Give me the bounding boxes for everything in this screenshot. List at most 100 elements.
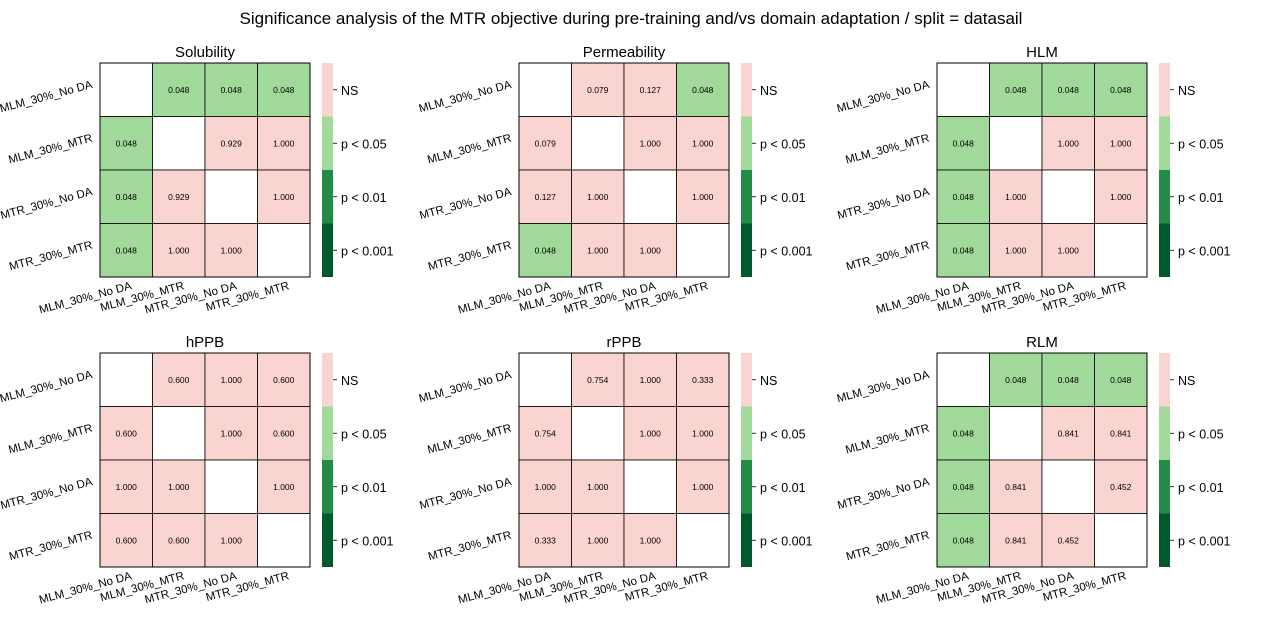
row-tick-label: MTR_30%_MTR bbox=[845, 530, 931, 564]
diagonal-cell bbox=[204, 169, 258, 224]
heatmap-cell bbox=[676, 169, 730, 224]
row-tick-label: MTR_30%_No DA bbox=[418, 186, 513, 222]
cell-value-label: 0.048 bbox=[1005, 375, 1027, 385]
row-tick-label: MTR_30%_No DA bbox=[836, 476, 931, 512]
heatmap-cell bbox=[1041, 116, 1095, 171]
legend-label: p < 0.01 bbox=[1178, 191, 1224, 205]
panel-title: hPPB bbox=[186, 334, 224, 351]
heatmap-cell bbox=[623, 223, 677, 278]
heatmap-frame bbox=[518, 352, 730, 568]
panel-title: Permeability bbox=[583, 44, 666, 61]
cell-value-label: 1.000 bbox=[1110, 138, 1132, 148]
cell-value-label: 1.000 bbox=[587, 245, 609, 255]
legend-label: p < 0.01 bbox=[760, 481, 806, 495]
cell-value-label: 0.333 bbox=[692, 375, 714, 385]
legend-label: NS bbox=[341, 84, 358, 98]
legend-label: p < 0.001 bbox=[1178, 534, 1231, 548]
cell-value-label: 0.841 bbox=[1058, 428, 1080, 438]
legend-label: p < 0.001 bbox=[760, 534, 813, 548]
row-tick-label: MLM_30%_No DA bbox=[836, 79, 931, 115]
legend-label: p < 0.01 bbox=[760, 191, 806, 205]
heatmap-panel: rPPB 0.754 1.000 0.333 0.754 1.000 1.000 1.000 1… bbox=[418, 334, 813, 607]
cell-value-label: 0.079 bbox=[535, 138, 557, 148]
cell-value-label: 0.841 bbox=[1005, 482, 1027, 492]
row-tick-label: MLM_30%_No DA bbox=[0, 369, 94, 405]
legend-swatch bbox=[1159, 406, 1170, 460]
row-tick-label: MLM_30%_No DA bbox=[836, 369, 931, 405]
heatmap-cell bbox=[1094, 169, 1148, 224]
row-tick-label: MTR_30%_MTR bbox=[845, 240, 931, 274]
heatmap-cell bbox=[257, 169, 311, 224]
row-tick-label: MLM_30%_MTR bbox=[7, 423, 93, 457]
row-tick-label: MLM_30%_MTR bbox=[426, 133, 512, 167]
cell-value-label: 0.048 bbox=[953, 192, 975, 202]
heatmap-cell bbox=[623, 406, 677, 461]
heatmap-cell bbox=[1094, 116, 1148, 171]
legend-swatch bbox=[1159, 223, 1170, 277]
cell-value-label: 0.841 bbox=[1005, 535, 1027, 545]
legend-swatch bbox=[322, 116, 333, 170]
cell-value-label: 0.929 bbox=[168, 192, 190, 202]
heatmap-cell bbox=[204, 406, 258, 461]
cell-value-label: 0.048 bbox=[116, 245, 138, 255]
cell-value-label: 1.000 bbox=[692, 482, 714, 492]
legend-label: p < 0.05 bbox=[341, 137, 387, 151]
row-tick-label: MTR_30%_MTR bbox=[8, 530, 94, 564]
cell-value-label: 1.000 bbox=[168, 482, 190, 492]
heatmap-frame bbox=[99, 352, 311, 568]
row-tick-label: MLM_30%_No DA bbox=[0, 79, 94, 115]
legend-label: NS bbox=[1178, 84, 1195, 98]
legend-label: NS bbox=[760, 374, 777, 388]
panel-title: HLM bbox=[1026, 44, 1058, 61]
heatmap-cell bbox=[571, 459, 625, 514]
diagonal-cell bbox=[571, 116, 625, 171]
legend-label: NS bbox=[760, 84, 777, 98]
cell-value-label: 1.000 bbox=[640, 138, 662, 148]
cell-value-label: 0.841 bbox=[1110, 428, 1132, 438]
cell-value-label: 1.000 bbox=[587, 192, 609, 202]
heatmap-cell bbox=[623, 62, 677, 117]
cell-value-label: 0.048 bbox=[1110, 375, 1132, 385]
legend-swatch bbox=[322, 223, 333, 277]
cell-value-label: 0.127 bbox=[535, 192, 557, 202]
heatmap-cell bbox=[1094, 62, 1148, 117]
cell-value-label: 1.000 bbox=[168, 245, 190, 255]
heatmap-cell bbox=[1041, 406, 1095, 461]
panel-title: RLM bbox=[1026, 334, 1058, 351]
row-tick-label: MLM_30%_MTR bbox=[7, 133, 93, 167]
legend-swatch bbox=[1159, 170, 1170, 224]
heatmap-cell bbox=[676, 352, 730, 407]
legend-label: p < 0.001 bbox=[341, 534, 394, 548]
cell-value-label: 0.048 bbox=[953, 138, 975, 148]
legend-label: p < 0.05 bbox=[760, 427, 806, 441]
cell-value-label: 1.000 bbox=[273, 138, 295, 148]
diagonal-cell bbox=[676, 513, 730, 568]
cell-value-label: 0.048 bbox=[1005, 85, 1027, 95]
cell-value-label: 1.000 bbox=[116, 482, 138, 492]
cell-value-label: 0.048 bbox=[535, 245, 557, 255]
diagonal-cell bbox=[623, 459, 677, 514]
cell-value-label: 0.048 bbox=[273, 85, 295, 95]
cell-value-label: 0.754 bbox=[535, 428, 557, 438]
cell-value-label: 1.000 bbox=[587, 535, 609, 545]
heatmap-frame bbox=[99, 62, 311, 278]
diagonal-cell bbox=[936, 62, 990, 117]
diagonal-cell bbox=[257, 223, 311, 278]
heatmap-cell bbox=[936, 223, 990, 278]
row-tick-label: MLM_30%_MTR bbox=[426, 423, 512, 457]
heatmap-cell bbox=[676, 116, 730, 171]
heatmap-cell bbox=[99, 513, 153, 568]
heatmap-cell bbox=[623, 513, 677, 568]
row-tick-label: MTR_30%_MTR bbox=[427, 240, 513, 274]
heatmap-cell bbox=[204, 352, 258, 407]
panel-title: Solubility bbox=[175, 44, 236, 61]
diagonal-cell bbox=[152, 406, 206, 461]
cell-value-label: 1.000 bbox=[1110, 192, 1132, 202]
legend-label: p < 0.05 bbox=[1178, 137, 1224, 151]
row-tick-label: MLM_30%_MTR bbox=[844, 133, 930, 167]
cell-value-label: 1.000 bbox=[587, 482, 609, 492]
cell-value-label: 0.048 bbox=[953, 428, 975, 438]
legend-swatch bbox=[1159, 353, 1170, 407]
heatmap-panel: Solubility 0.048 0.048 0.048 0.048 0.929 1.000… bbox=[0, 44, 394, 317]
